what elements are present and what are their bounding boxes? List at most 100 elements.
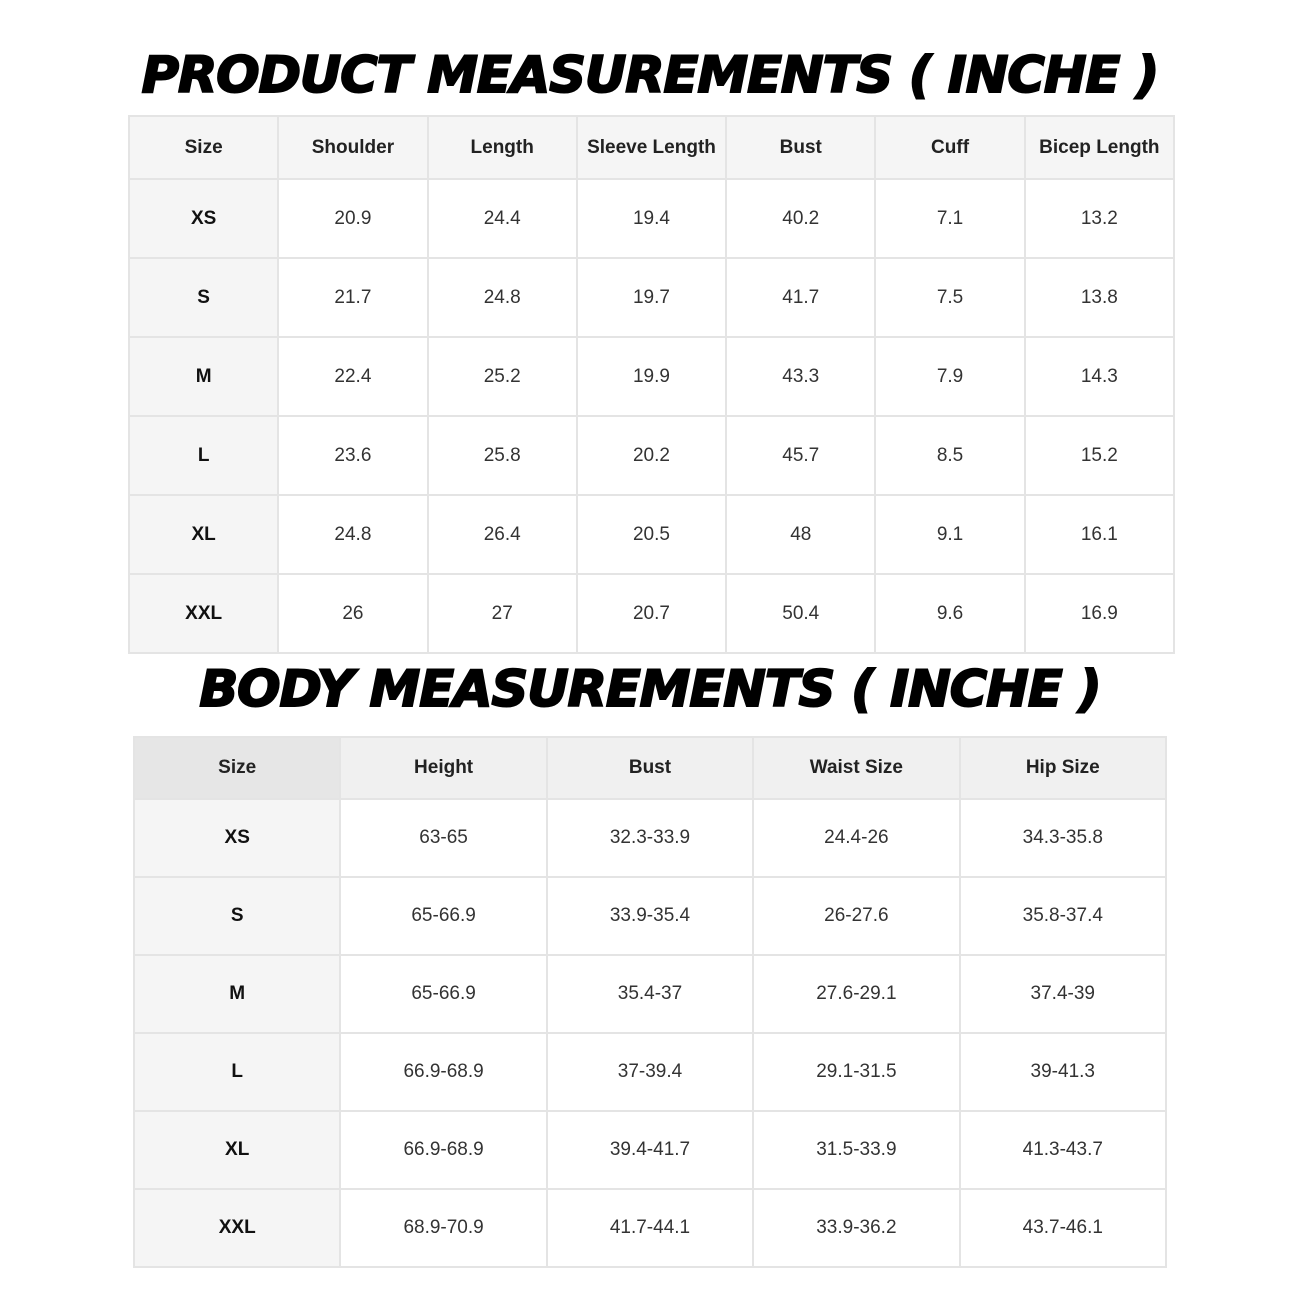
measurement-cell: 29.1-31.5 — [752, 1032, 961, 1112]
measurement-cell: 26.4 — [426, 494, 578, 575]
table-row: S 21.7 24.8 19.7 41.7 7.5 13.8 — [127, 257, 1176, 338]
column-header: Length — [426, 115, 578, 180]
column-header: Bicep Length — [1023, 115, 1176, 180]
column-header: Bust — [725, 115, 877, 180]
measurement-cell: 24.8 — [426, 257, 578, 338]
measurement-cell: 41.7 — [725, 257, 877, 338]
table-row: L 66.9-68.9 37-39.4 29.1-31.5 39-41.3 — [132, 1032, 1168, 1112]
column-header: Cuff — [874, 115, 1026, 180]
column-header: Size — [127, 115, 280, 180]
measurement-cell: 43.3 — [725, 336, 877, 417]
measurement-cell: 15.2 — [1023, 415, 1176, 496]
measurement-cell: 20.7 — [575, 573, 728, 654]
measurement-cell: 33.9-35.4 — [545, 876, 755, 956]
size-cell: XS — [132, 798, 342, 878]
measurement-cell: 7.9 — [874, 336, 1026, 417]
product-measurements-table: Size Shoulder Length Sleeve Length Bust Cuff B… — [127, 115, 1176, 654]
column-header: Shoulder — [277, 115, 429, 180]
measurement-cell: 50.4 — [725, 573, 877, 654]
product-measurements-title: PRODUCT MEASUREMENTS ( INCHE ) — [141, 45, 1161, 105]
column-header: Sleeve Length — [575, 115, 728, 180]
measurement-cell: 27.6-29.1 — [752, 954, 961, 1034]
size-cell: XL — [127, 494, 280, 575]
size-cell: L — [132, 1032, 342, 1112]
measurement-cell: 37.4-39 — [958, 954, 1168, 1034]
measurement-cell: 34.3-35.8 — [958, 798, 1168, 878]
measurement-cell: 39.4-41.7 — [545, 1110, 755, 1190]
measurement-cell: 66.9-68.9 — [339, 1032, 548, 1112]
measurement-cell: 22.4 — [277, 336, 429, 417]
measurement-cell: 20.2 — [575, 415, 728, 496]
measurement-cell: 8.5 — [874, 415, 1026, 496]
table-row: M 65-66.9 35.4-37 27.6-29.1 37.4-39 — [132, 954, 1168, 1034]
size-cell: M — [127, 336, 280, 417]
size-cell: XL — [132, 1110, 342, 1190]
column-header: Size — [132, 736, 342, 800]
measurement-cell: 63-65 — [339, 798, 548, 878]
measurement-cell: 24.8 — [277, 494, 429, 575]
size-cell: XXL — [127, 573, 280, 654]
measurement-cell: 19.4 — [575, 178, 728, 259]
measurement-cell: 66.9-68.9 — [339, 1110, 548, 1190]
size-cell: L — [127, 415, 280, 496]
measurement-cell: 37-39.4 — [545, 1032, 755, 1112]
measurement-cell: 25.8 — [426, 415, 578, 496]
measurement-cell: 9.1 — [874, 494, 1026, 575]
body-measurements-table: Size Height Bust Waist Size Hip Size XS 63-65 3… — [132, 736, 1168, 1268]
size-cell: M — [132, 954, 342, 1034]
measurement-cell: 33.9-36.2 — [752, 1188, 961, 1268]
measurement-cell: 39-41.3 — [958, 1032, 1168, 1112]
measurement-cell: 68.9-70.9 — [339, 1188, 548, 1268]
measurement-cell: 7.1 — [874, 178, 1026, 259]
table-row: XXL 26 27 20.7 50.4 9.6 16.9 — [127, 573, 1176, 654]
measurement-cell: 45.7 — [725, 415, 877, 496]
table-row: L 23.6 25.8 20.2 45.7 8.5 15.2 — [127, 415, 1176, 496]
measurement-cell: 24.4 — [426, 178, 578, 259]
measurement-cell: 20.5 — [575, 494, 728, 575]
table-row: XXL 68.9-70.9 41.7-44.1 33.9-36.2 43.7-46.1 — [132, 1188, 1168, 1268]
header-row: Size Height Bust Waist Size Hip Size — [132, 736, 1168, 800]
measurement-cell: 40.2 — [725, 178, 877, 259]
measurement-cell: 21.7 — [277, 257, 429, 338]
table-row: M 22.4 25.2 19.9 43.3 7.9 14.3 — [127, 336, 1176, 417]
measurement-cell: 41.3-43.7 — [958, 1110, 1168, 1190]
table-row: XL 66.9-68.9 39.4-41.7 31.5-33.9 41.3-43.7 — [132, 1110, 1168, 1190]
measurement-cell: 26-27.6 — [752, 876, 961, 956]
measurement-cell: 20.9 — [277, 178, 429, 259]
header-row: Size Shoulder Length Sleeve Length Bust Cuff B… — [127, 115, 1176, 180]
measurement-cell: 65-66.9 — [339, 876, 548, 956]
measurement-cell: 13.2 — [1023, 178, 1176, 259]
column-header: Waist Size — [752, 736, 961, 800]
measurement-cell: 32.3-33.9 — [545, 798, 755, 878]
measurement-cell: 35.8-37.4 — [958, 876, 1168, 956]
measurement-cell: 19.9 — [575, 336, 728, 417]
measurement-cell: 9.6 — [874, 573, 1026, 654]
measurement-cell: 31.5-33.9 — [752, 1110, 961, 1190]
measurement-cell: 7.5 — [874, 257, 1026, 338]
size-cell: S — [127, 257, 280, 338]
measurement-cell: 35.4-37 — [545, 954, 755, 1034]
table-row: XS 20.9 24.4 19.4 40.2 7.1 13.2 — [127, 178, 1176, 259]
measurement-cell: 16.9 — [1023, 573, 1176, 654]
measurement-cell: 24.4-26 — [752, 798, 961, 878]
measurement-cell: 25.2 — [426, 336, 578, 417]
column-header: Height — [339, 736, 548, 800]
size-cell: S — [132, 876, 342, 956]
body-measurements-title: BODY MEASUREMENTS ( INCHE ) — [198, 659, 1102, 719]
measurement-cell: 13.8 — [1023, 257, 1176, 338]
measurement-cell: 14.3 — [1023, 336, 1176, 417]
measurement-cell: 41.7-44.1 — [545, 1188, 755, 1268]
table-row: S 65-66.9 33.9-35.4 26-27.6 35.8-37.4 — [132, 876, 1168, 956]
table-row: XS 63-65 32.3-33.9 24.4-26 34.3-35.8 — [132, 798, 1168, 878]
measurement-cell: 23.6 — [277, 415, 429, 496]
table-row: XL 24.8 26.4 20.5 48 9.1 16.1 — [127, 494, 1176, 575]
measurement-cell: 43.7-46.1 — [958, 1188, 1168, 1268]
column-header: Bust — [545, 736, 755, 800]
size-cell: XXL — [132, 1188, 342, 1268]
measurement-cell: 27 — [426, 573, 578, 654]
measurement-cell: 48 — [725, 494, 877, 575]
measurement-cell: 16.1 — [1023, 494, 1176, 575]
measurement-cell: 26 — [277, 573, 429, 654]
measurement-cell: 19.7 — [575, 257, 728, 338]
column-header: Hip Size — [958, 736, 1168, 800]
